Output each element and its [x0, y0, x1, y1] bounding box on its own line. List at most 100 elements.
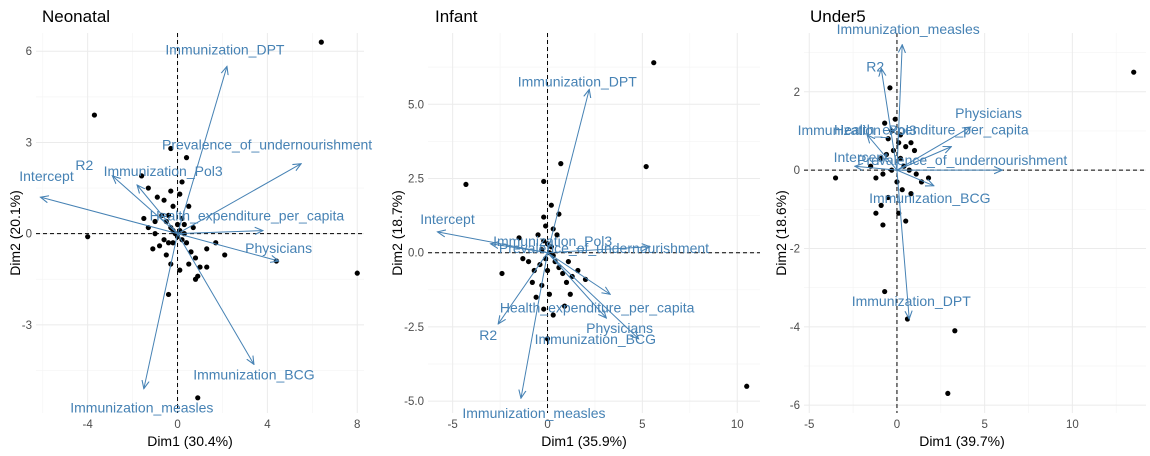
loading-arrow: [896, 169, 934, 186]
y-tick-label: -6: [790, 400, 800, 412]
data-point: [544, 241, 551, 247]
loading-arrow: [177, 66, 227, 234]
data-point: [548, 202, 554, 208]
data-point: [179, 179, 185, 185]
loading-arrow: [547, 247, 650, 254]
data-point: [832, 175, 839, 181]
data-point: [548, 244, 554, 250]
vector-label: R2: [479, 327, 497, 343]
x-tick-label: -5: [448, 419, 458, 431]
data-point: [925, 175, 932, 181]
data-point: [546, 291, 553, 297]
x-axis-label: Dim1 (39.7%): [919, 433, 1005, 449]
y-tick-label: -2: [790, 243, 800, 255]
data-point: [561, 303, 568, 309]
vector-label: Immunization_DPT: [518, 73, 637, 89]
data-point: [541, 306, 547, 312]
vector-label: Immunization_Pol3: [104, 163, 223, 179]
x-tick-label: 0: [544, 419, 550, 431]
x-tick-label: 5: [639, 419, 645, 431]
loading-arrow: [855, 166, 898, 170]
data-point: [880, 222, 886, 228]
y-tick-label: -4: [790, 322, 801, 334]
data-point: [560, 270, 566, 277]
data-point: [880, 171, 886, 177]
data-point: [896, 140, 902, 146]
vector-label: Physicians: [955, 105, 1022, 121]
data-point: [651, 60, 657, 66]
data-point: [918, 179, 925, 185]
vector-label: Immunization_DPT: [165, 41, 284, 57]
data-point: [558, 161, 564, 167]
data-point: [899, 187, 905, 193]
data-point: [91, 112, 98, 118]
vector-label: Immunization_Pol3: [798, 122, 917, 138]
data-point: [163, 252, 169, 258]
data-point: [544, 336, 551, 342]
y-axis-label: Dim2 (20.1%): [7, 190, 23, 276]
loading-arrow: [867, 135, 898, 171]
loading-arrow: [547, 252, 611, 295]
data-point: [520, 256, 526, 262]
data-point: [533, 294, 539, 300]
data-point: [525, 258, 532, 265]
panel-title: Neonatal: [42, 7, 110, 26]
vector-label: Immunization_BCG: [535, 331, 656, 347]
data-point: [141, 215, 147, 222]
data-point: [643, 163, 649, 170]
data-point: [168, 188, 174, 194]
data-point: [873, 210, 879, 216]
data-point: [903, 218, 909, 224]
data-point: [152, 218, 158, 225]
panel-title: Infant: [435, 7, 478, 26]
data-point: [170, 240, 176, 246]
data-point: [190, 224, 196, 231]
vector-label: Intercept: [420, 211, 475, 227]
data-point: [516, 235, 522, 241]
data-point: [554, 232, 560, 238]
data-point: [892, 116, 898, 122]
loading-arrow: [137, 185, 178, 234]
data-point: [894, 179, 900, 185]
vector-label: Intercept: [19, 168, 74, 184]
data-point: [911, 147, 918, 154]
x-tick-label: 8: [354, 419, 360, 431]
grid: [428, 33, 760, 413]
data-point: [913, 171, 919, 177]
y-tick-label: 2.5: [408, 173, 424, 185]
neonatal-panel: Neonatal Dim1 (30.4%) Dim2 (20.1%) -4 0 4 8…: [7, 7, 372, 449]
x-tick-label: 10: [1066, 419, 1079, 431]
data-point: [878, 155, 884, 161]
loading-arrow: [177, 164, 302, 235]
x-tick-label: 4: [264, 419, 271, 431]
under5-panel: Under5 Dim1 (39.7%) Dim2 (18.6%) -5 0 5 10 -…: [773, 7, 1146, 449]
data-point: [541, 178, 547, 185]
data-point: [156, 243, 163, 249]
vector-label: Immunization_measles: [837, 21, 980, 37]
vector-label: Immunization_DPT: [852, 293, 971, 309]
x-tick-label: -5: [804, 419, 814, 431]
vector-label: Immunization_BCG: [193, 366, 314, 382]
data-point: [565, 258, 571, 265]
data-point: [903, 144, 909, 150]
y-axis-label: Dim2 (18.6%): [773, 190, 789, 276]
vector-label: Prevalence_of_undernourishment: [162, 137, 372, 153]
data-point: [873, 175, 879, 181]
vector-label: Health_expenditure_per_capita: [150, 208, 345, 224]
data-point: [192, 255, 199, 261]
data-point: [541, 214, 547, 220]
data-point: [183, 240, 190, 246]
y-tick-label: 3: [26, 137, 32, 149]
data-point: [150, 246, 156, 252]
data-point: [499, 270, 505, 277]
data-point: [174, 221, 181, 228]
data-point: [85, 234, 91, 240]
data-point: [897, 155, 904, 161]
data-point: [885, 194, 891, 201]
data-point: [204, 264, 210, 270]
data-point: [582, 276, 589, 283]
data-point: [165, 212, 172, 218]
loading-arrow: [491, 244, 548, 254]
data-point: [563, 279, 570, 285]
data-point: [878, 202, 884, 208]
